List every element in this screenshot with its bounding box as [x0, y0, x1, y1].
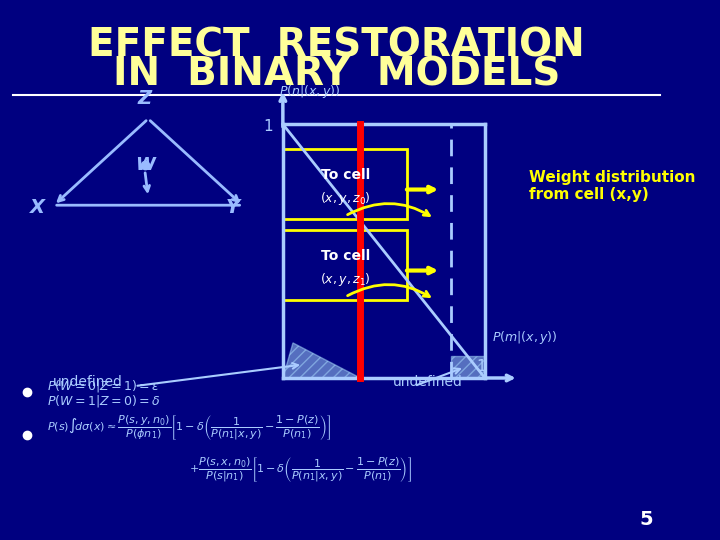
- Text: 1: 1: [477, 359, 486, 374]
- Text: Y: Y: [225, 198, 240, 218]
- Text: $P(W=1|Z=0)=\delta$: $P(W=1|Z=0)=\delta$: [47, 393, 161, 409]
- Text: W: W: [135, 156, 155, 174]
- Text: IN  BINARY  MODELS: IN BINARY MODELS: [113, 56, 560, 93]
- Text: $(x,y,z_0)$: $(x,y,z_0)$: [320, 190, 371, 207]
- Polygon shape: [283, 343, 360, 378]
- Text: $+\dfrac{P(s,x,n_0)}{P(s|n_1)}\left[1-\delta\left(\dfrac{1}{P(n_1|x,y)} - \dfrac: $+\dfrac{P(s,x,n_0)}{P(s|n_1)}\left[1-\d…: [189, 455, 411, 484]
- Text: undefined: undefined: [392, 375, 462, 389]
- Text: 5: 5: [639, 510, 653, 529]
- Text: To cell: To cell: [320, 249, 370, 262]
- FancyBboxPatch shape: [283, 230, 408, 300]
- Text: undefined: undefined: [53, 375, 122, 389]
- Text: Z: Z: [138, 89, 152, 108]
- Text: $P(n|(x,y))$: $P(n|(x,y))$: [279, 83, 341, 100]
- Text: To cell: To cell: [320, 168, 370, 181]
- Text: $P(W=0|Z=1)=\varepsilon$: $P(W=0|Z=1)=\varepsilon$: [47, 378, 160, 394]
- Text: $P(s)\int\! d\sigma(x) \approx \dfrac{P(s,y,n_0)}{P(\phi n_1)}\left[1-\delta\lef: $P(s)\int\! d\sigma(x) \approx \dfrac{P(…: [47, 413, 331, 442]
- FancyBboxPatch shape: [283, 148, 408, 219]
- Text: EFFECT  RESTORATION: EFFECT RESTORATION: [89, 27, 585, 65]
- Text: Weight distribution
from cell (x,y): Weight distribution from cell (x,y): [528, 170, 696, 202]
- Text: X: X: [30, 198, 45, 218]
- Text: $P(m|(x,y))$: $P(m|(x,y))$: [492, 329, 557, 346]
- Text: 1: 1: [263, 119, 273, 134]
- Polygon shape: [451, 356, 485, 378]
- Text: $(x,y,z_1)$: $(x,y,z_1)$: [320, 271, 371, 288]
